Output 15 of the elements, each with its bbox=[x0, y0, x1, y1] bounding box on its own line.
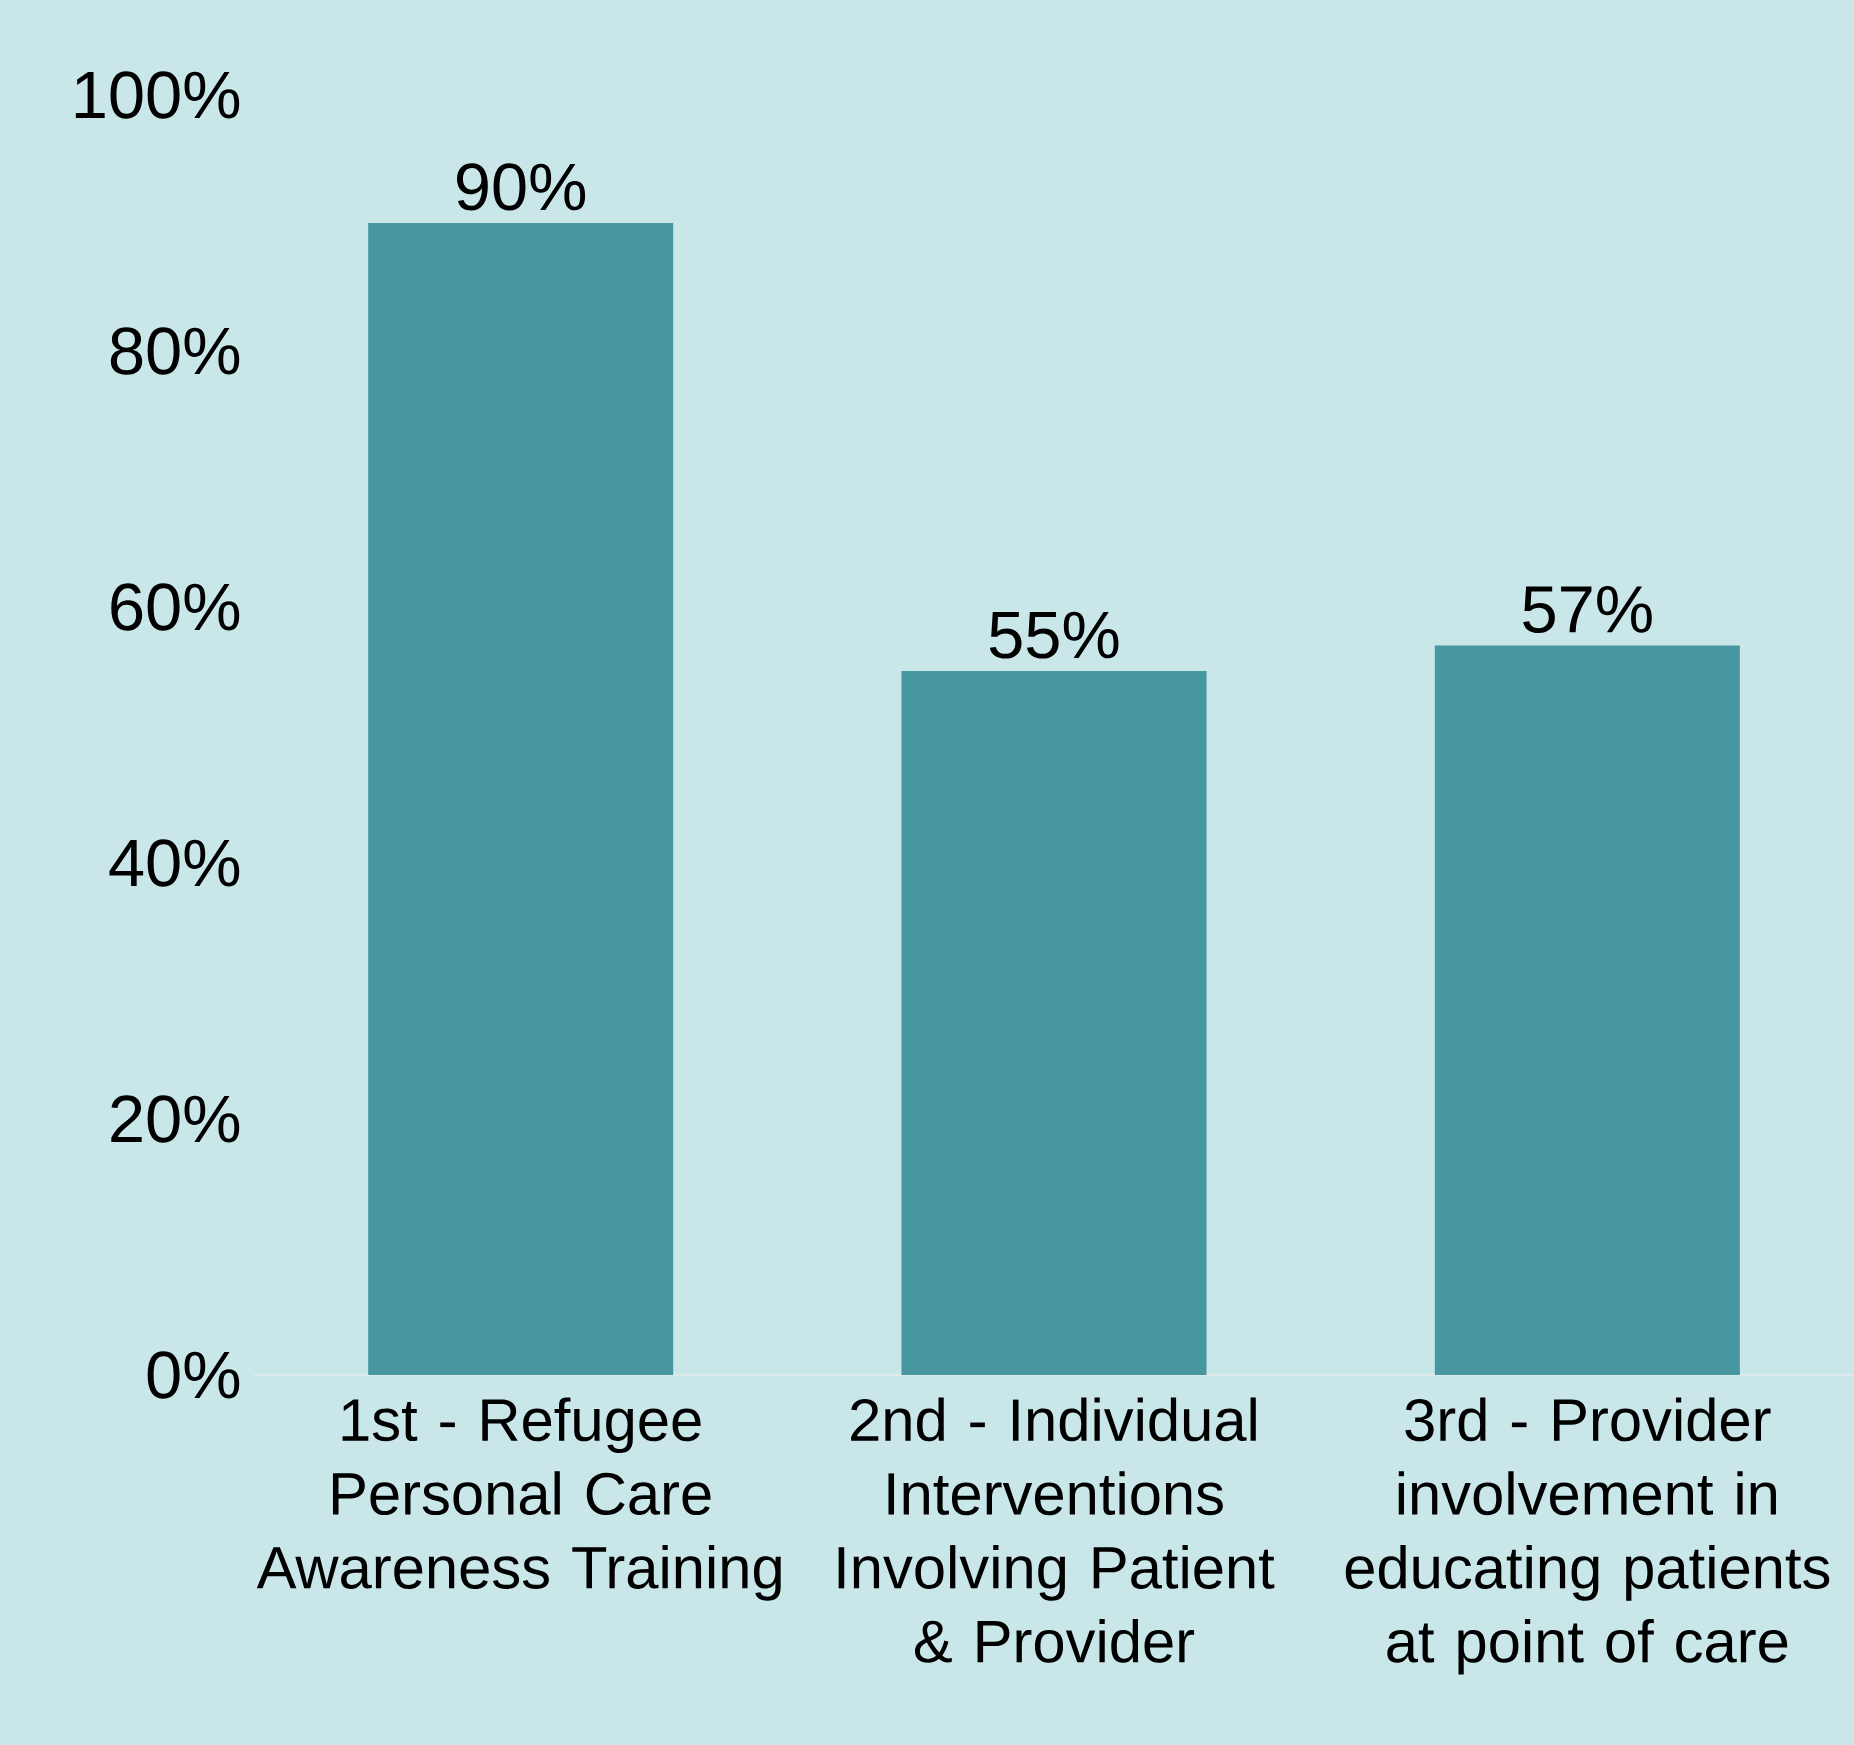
x-tick-label: 3rd - Provider involvement in educating patients at point of care bbox=[1345, 1397, 1830, 1675]
y-tick-label: 0% bbox=[147, 1351, 240, 1399]
x-tick-label: 1st - Refugee Personal Care Awareness Training bbox=[256, 1397, 781, 1601]
data-label: 57% bbox=[1523, 586, 1652, 633]
bar bbox=[1434, 645, 1740, 1376]
y-tick-label: 20% bbox=[111, 1095, 240, 1143]
bar bbox=[901, 671, 1207, 1376]
y-tick-label: 100% bbox=[75, 71, 240, 119]
y-tick-label: 80% bbox=[110, 327, 240, 375]
y-tick-label: 60% bbox=[111, 583, 240, 631]
data-label: 90% bbox=[456, 163, 586, 211]
x-tick-label: 2nd - Individual Interventions Involving Patient & Provider bbox=[838, 1397, 1275, 1663]
bar bbox=[368, 223, 674, 1376]
data-label: 55% bbox=[989, 611, 1119, 659]
y-tick-label: 40% bbox=[109, 839, 240, 887]
